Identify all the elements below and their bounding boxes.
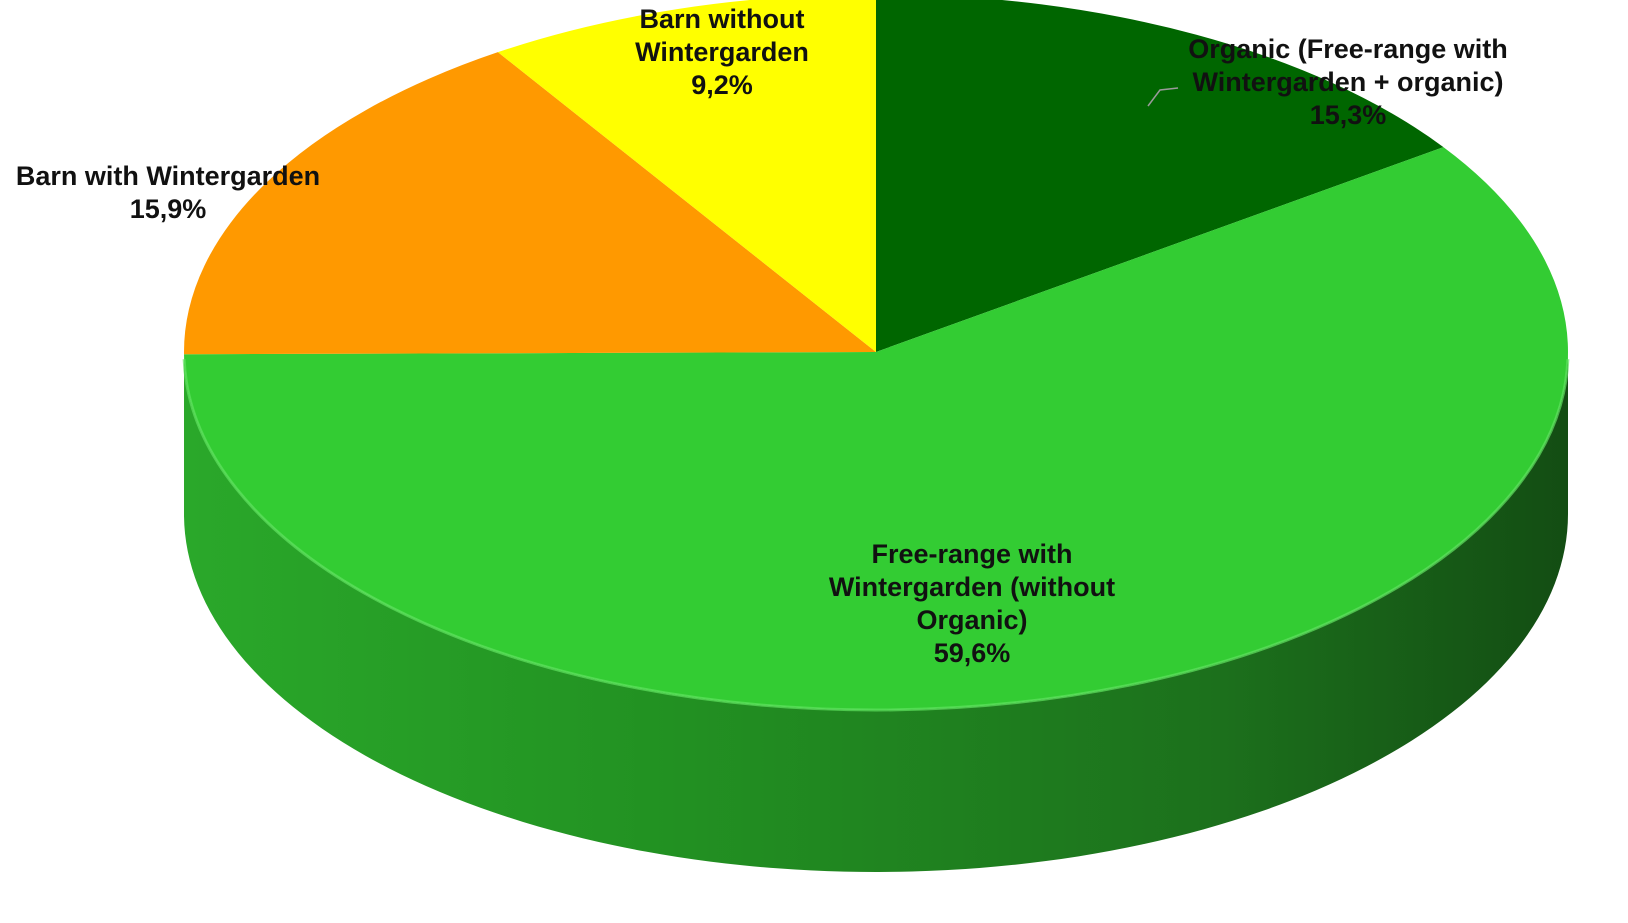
pie-top-layer <box>182 0 1570 712</box>
data-label-text: Wintergarden + organic) <box>1192 67 1503 97</box>
data-label-value: 15,9% <box>130 194 207 224</box>
data-label-text: Organic) <box>916 605 1027 635</box>
data-label-text: Organic (Free-range with <box>1188 34 1508 64</box>
pie-slice-organic <box>876 0 1444 352</box>
pie-slice-free-range <box>184 147 1568 710</box>
data-label-value: 9,2% <box>691 70 753 100</box>
data-label-text: Wintergarden (without <box>829 572 1115 602</box>
data-label-value: 15,3% <box>1310 100 1387 130</box>
data-label-text: Barn without <box>640 4 805 34</box>
data-label-value: 59,6% <box>934 638 1011 668</box>
data-label-text: Wintergarden <box>635 37 809 67</box>
pie-rim-highlight <box>182 359 1570 712</box>
pie-slice-barn-with-wintergarden <box>184 52 876 355</box>
leader-line-organic <box>1147 87 1179 107</box>
data-label-text: Free-range with <box>871 539 1072 569</box>
pie-slice-side-free-range <box>184 352 1568 872</box>
data-label-text: Barn with Wintergarden <box>16 161 320 191</box>
pie-side-layer <box>184 352 1568 872</box>
pie-slice-barn-without-wintergarden <box>497 0 876 352</box>
